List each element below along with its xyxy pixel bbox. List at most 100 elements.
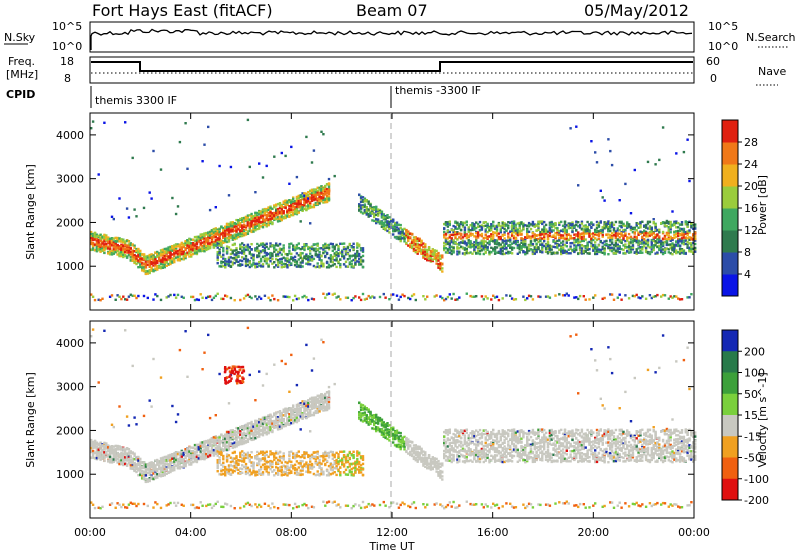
data-pixel [611, 164, 613, 166]
data-pixel [275, 249, 277, 251]
data-pixel [664, 252, 666, 254]
data-pixel [269, 299, 271, 301]
data-pixel [337, 245, 339, 247]
cpid-segment-1: themis 3300 IF [95, 94, 177, 107]
data-pixel [628, 233, 630, 235]
data-pixel [471, 253, 473, 255]
data-pixel [326, 252, 328, 254]
data-pixel [437, 252, 439, 254]
data-pixel [481, 233, 483, 235]
data-pixel [611, 222, 613, 224]
data-pixel [647, 239, 649, 241]
data-pixel [226, 251, 228, 253]
data-pixel [322, 263, 324, 265]
data-pixel [215, 206, 217, 208]
data-pixel [292, 198, 294, 200]
data-pixel [337, 261, 339, 263]
data-pixel [290, 146, 292, 148]
data-pixel [547, 238, 549, 240]
data-pixel [352, 246, 354, 248]
data-pixel [126, 299, 128, 301]
data-pixel [656, 294, 658, 296]
data-pixel [126, 257, 128, 259]
data-pixel [218, 228, 220, 230]
data-pixel [569, 252, 571, 254]
data-pixel [271, 222, 273, 224]
data-pixel [156, 295, 158, 297]
data-pixel [556, 246, 558, 248]
data-pixel [624, 243, 626, 245]
data-pixel [477, 231, 479, 233]
data-pixel [384, 297, 386, 299]
data-pixel [588, 230, 590, 232]
data-pixel [115, 299, 117, 301]
data-pixel [294, 295, 296, 297]
data-pixel [602, 196, 604, 198]
data-pixel [101, 298, 103, 300]
data-pixel [581, 247, 583, 249]
data-pixel [345, 261, 347, 263]
data-pixel [449, 293, 451, 295]
freq-label: Freq. [8, 55, 35, 68]
data-pixel [143, 253, 145, 255]
data-pixel [175, 213, 177, 215]
data-pixel [632, 244, 634, 246]
data-pixel [662, 243, 664, 245]
data-pixel [592, 297, 594, 299]
data-pixel [532, 243, 534, 245]
data-pixel [409, 236, 411, 238]
data-pixel [328, 293, 330, 295]
data-pixel [490, 298, 492, 300]
data-pixel [279, 243, 281, 245]
data-pixel [149, 272, 151, 274]
data-pixel [247, 119, 249, 121]
data-pixel [575, 247, 577, 249]
data-pixel [575, 229, 577, 231]
data-pixel [658, 231, 660, 233]
data-pixel [94, 299, 96, 301]
data-pixel [583, 295, 585, 297]
data-pixel [362, 260, 364, 262]
data-pixel [628, 297, 630, 299]
data-pixel [283, 247, 285, 249]
data-pixel [388, 216, 390, 218]
data-pixel [679, 245, 681, 247]
data-pixel [515, 238, 517, 240]
data-pixel [519, 227, 521, 229]
data-pixel [373, 216, 375, 218]
data-pixel [668, 298, 670, 300]
data-pixel [505, 247, 507, 249]
data-pixel [364, 203, 366, 205]
data-pixel [228, 240, 230, 242]
data-pixel [392, 293, 394, 295]
data-pixel [243, 253, 245, 255]
data-pixel [622, 249, 624, 251]
data-pixel [613, 224, 615, 226]
data-pixel [339, 258, 341, 260]
data-pixel [343, 257, 345, 259]
data-pixel [449, 221, 451, 223]
data-pixel [234, 299, 236, 301]
data-pixel [392, 233, 394, 235]
data-pixel [262, 263, 264, 265]
data-pixel [145, 266, 147, 268]
data-pixel [298, 297, 300, 299]
data-pixel [447, 296, 449, 298]
data-pixel [184, 122, 186, 124]
data-pixel [435, 294, 437, 296]
data-pixel [458, 296, 460, 298]
data-pixel [594, 241, 596, 243]
data-pixel [360, 263, 362, 265]
data-pixel [313, 258, 315, 260]
data-pixel [318, 251, 320, 253]
data-pixel [641, 248, 643, 250]
data-pixel [296, 260, 298, 262]
data-pixel [281, 253, 283, 255]
data-pixel [339, 298, 341, 300]
data-pixel [217, 293, 219, 295]
data-pixel [441, 267, 443, 269]
data-pixel [585, 238, 587, 240]
data-pixel [607, 138, 609, 140]
data-pixel [475, 295, 477, 297]
data-pixel [537, 225, 539, 227]
